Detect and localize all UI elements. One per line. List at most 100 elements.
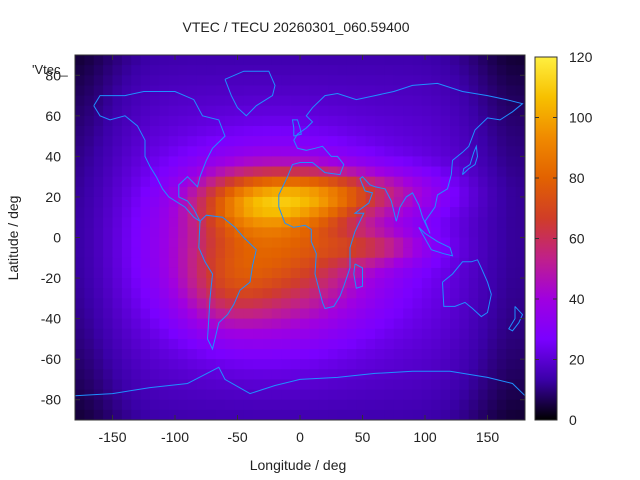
heatmap-cell (234, 217, 245, 228)
heatmap-cell (159, 115, 170, 127)
heatmap-cell (318, 125, 329, 137)
heatmap-cell (215, 196, 226, 208)
heatmap-cell (421, 399, 432, 411)
heatmap-cell (478, 55, 489, 66)
heatmap-cell (393, 125, 404, 137)
heatmap-cell (515, 186, 525, 198)
heatmap-cell (309, 146, 320, 157)
heatmap-cell (271, 318, 282, 330)
heatmap-cell (375, 278, 385, 289)
heatmap-cell (262, 379, 273, 391)
heatmap-cell (468, 399, 479, 411)
heatmap-cell (412, 359, 423, 370)
heatmap-cell (150, 186, 160, 198)
heatmap-cell (403, 156, 414, 168)
heatmap-cell (243, 389, 254, 401)
heatmap-cell (150, 85, 160, 97)
heatmap-cell (450, 399, 460, 411)
heatmap-cell (281, 328, 292, 340)
heatmap-cell (103, 399, 114, 411)
heatmap-cell (450, 95, 460, 107)
heatmap-cell (121, 166, 132, 178)
heatmap-cell (281, 369, 292, 381)
heatmap-cell (253, 125, 264, 137)
heatmap-cell (131, 217, 142, 228)
heatmap-cell (300, 247, 310, 259)
heatmap-cell (206, 247, 217, 259)
heatmap-cell (356, 308, 367, 320)
heatmap-cell (84, 237, 95, 249)
heatmap-cell (196, 227, 207, 239)
heatmap-cell (337, 186, 348, 198)
heatmap-cell (234, 399, 245, 411)
heatmap-cell (506, 247, 517, 259)
heatmap-cell (178, 166, 189, 178)
heatmap-cell (478, 227, 489, 239)
heatmap-cell (403, 379, 414, 391)
heatmap-cell (196, 278, 207, 289)
heatmap-cell (468, 217, 479, 228)
heatmap-cell (168, 409, 179, 420)
heatmap-cell (412, 328, 423, 340)
heatmap-cell (318, 196, 329, 208)
heatmap-cell (131, 409, 142, 420)
heatmap-cell (253, 105, 264, 117)
heatmap-cell (168, 328, 179, 340)
heatmap-cell (506, 288, 517, 299)
heatmap-cell (121, 95, 132, 107)
heatmap-cell (478, 237, 489, 249)
heatmap-cell (328, 278, 339, 289)
heatmap-cell (112, 298, 123, 310)
heatmap-cell (412, 409, 423, 420)
heatmap-cell (234, 369, 245, 381)
heatmap-cell (375, 409, 385, 420)
heatmap-cell (243, 186, 254, 198)
heatmap-cell (356, 278, 367, 289)
heatmap-cell (384, 338, 395, 350)
heatmap-cell (93, 207, 104, 218)
heatmap-cell (140, 75, 151, 87)
heatmap-cell (150, 257, 160, 269)
heatmap-cell (243, 359, 254, 370)
heatmap-cell (243, 308, 254, 320)
heatmap-cell (215, 85, 226, 97)
heatmap-cell (459, 55, 470, 66)
heatmap-cell (468, 156, 479, 168)
heatmap-cell (478, 166, 489, 178)
heatmap-cell (281, 298, 292, 310)
heatmap-cell (206, 379, 217, 391)
heatmap-cell (487, 227, 498, 239)
heatmap-cell (187, 136, 198, 147)
coastline-north-america (93, 91, 226, 223)
heatmap-cell (103, 75, 114, 87)
heatmap-cell (121, 146, 132, 157)
heatmap-cell (206, 156, 217, 168)
heatmap-cell (375, 125, 385, 137)
heatmap-cell (168, 105, 179, 117)
heatmap-cell (515, 389, 525, 401)
heatmap-cell (459, 247, 470, 259)
heatmap-cell (487, 338, 498, 350)
heatmap-cell (468, 328, 479, 340)
heatmap-cell (215, 105, 226, 117)
heatmap-cell (178, 105, 189, 117)
heatmap-cell (253, 257, 264, 269)
heatmap-cell (393, 278, 404, 289)
heatmap-cell (309, 257, 320, 269)
heatmap-cell (281, 389, 292, 401)
heatmap-cell (178, 55, 189, 66)
heatmap-cell (234, 349, 245, 360)
heatmap-cell (318, 105, 329, 117)
heatmap-cell (112, 217, 123, 228)
heatmap-cell (487, 75, 498, 87)
heatmap-cell (271, 85, 282, 97)
heatmap-cell (403, 55, 414, 66)
heatmap-cell (450, 65, 460, 76)
heatmap-cell (318, 136, 329, 147)
heatmap-cell (309, 186, 320, 198)
heatmap-cell (178, 217, 189, 228)
heatmap-cell (393, 389, 404, 401)
heatmap-cell (356, 75, 367, 87)
heatmap-cell (103, 186, 114, 198)
heatmap-cell (468, 298, 479, 310)
